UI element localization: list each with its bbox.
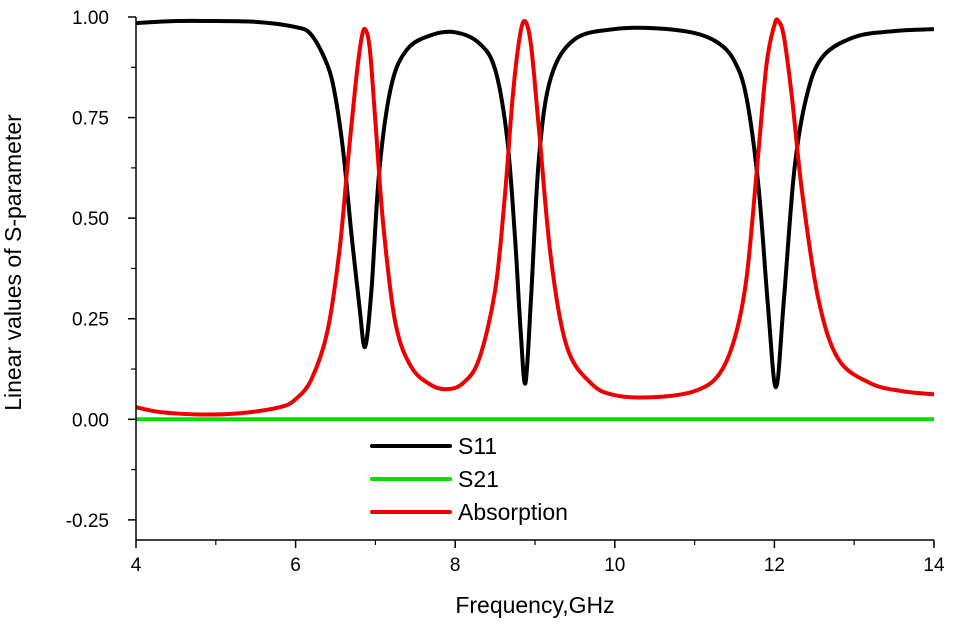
legend-label-s11: S11 — [458, 433, 497, 459]
x-tick-label-12: 12 — [764, 555, 785, 576]
x-axis-title: Frequency,GHz — [455, 592, 614, 618]
x-tick-label-10: 10 — [604, 555, 625, 576]
x-tick-label-14: 14 — [923, 555, 945, 576]
legend: S11 S21 Absorption — [370, 433, 568, 525]
y-tick-label-0.25: 0.25 — [72, 310, 109, 331]
series-line-absorption — [136, 17, 934, 417]
x-tick-label-6: 6 — [290, 555, 301, 576]
y-tick-label-1: 1.00 — [72, 8, 109, 29]
y-axis-title: Linear values of S-parameter — [0, 114, 26, 411]
x-tick-label-4: 4 — [131, 555, 142, 576]
x-tick-label-8: 8 — [450, 555, 461, 576]
y-tick-label-0.5: 0.50 — [72, 209, 109, 230]
series-layer — [136, 17, 934, 422]
ticks-layer: 4 6 8 10 12 14 1.00 0.75 0.50 0.25 0.00 -0.25 — [66, 8, 945, 576]
y-tick-label-0: 0.00 — [72, 410, 109, 431]
y-tick-label-0.75: 0.75 — [72, 109, 109, 130]
legend-label-absorption: Absorption — [458, 499, 568, 525]
legend-label-s21: S21 — [458, 466, 499, 492]
series-line-s11 — [136, 18, 934, 390]
y-tick-label--0.25: -0.25 — [66, 511, 109, 532]
